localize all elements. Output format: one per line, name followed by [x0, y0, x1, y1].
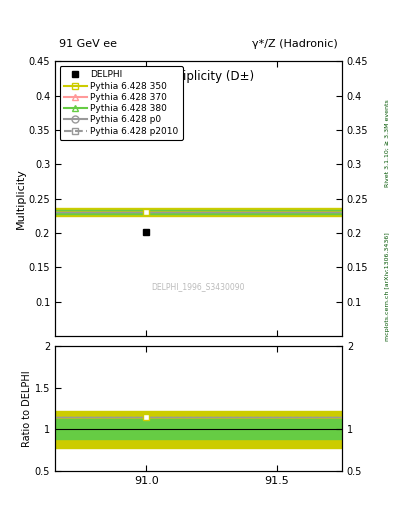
Y-axis label: Ratio to DELPHI: Ratio to DELPHI — [22, 370, 32, 447]
Text: mcplots.cern.ch [arXiv:1306.3436]: mcplots.cern.ch [arXiv:1306.3436] — [385, 232, 389, 341]
Y-axis label: Multiplicity: Multiplicity — [16, 168, 26, 229]
Legend: DELPHI, Pythia 6.428 350, Pythia 6.428 370, Pythia 6.428 380, Pythia 6.428 p0, P: DELPHI, Pythia 6.428 350, Pythia 6.428 3… — [59, 66, 183, 140]
Text: Rivet 3.1.10; ≥ 3.3M events: Rivet 3.1.10; ≥ 3.3M events — [385, 99, 389, 187]
Text: γ*/Z (Hadronic): γ*/Z (Hadronic) — [252, 38, 338, 49]
Text: DELPHI_1996_S3430090: DELPHI_1996_S3430090 — [152, 282, 245, 291]
Text: D multiplicity (D±): D multiplicity (D±) — [143, 70, 254, 82]
Text: 91 GeV ee: 91 GeV ee — [59, 38, 117, 49]
